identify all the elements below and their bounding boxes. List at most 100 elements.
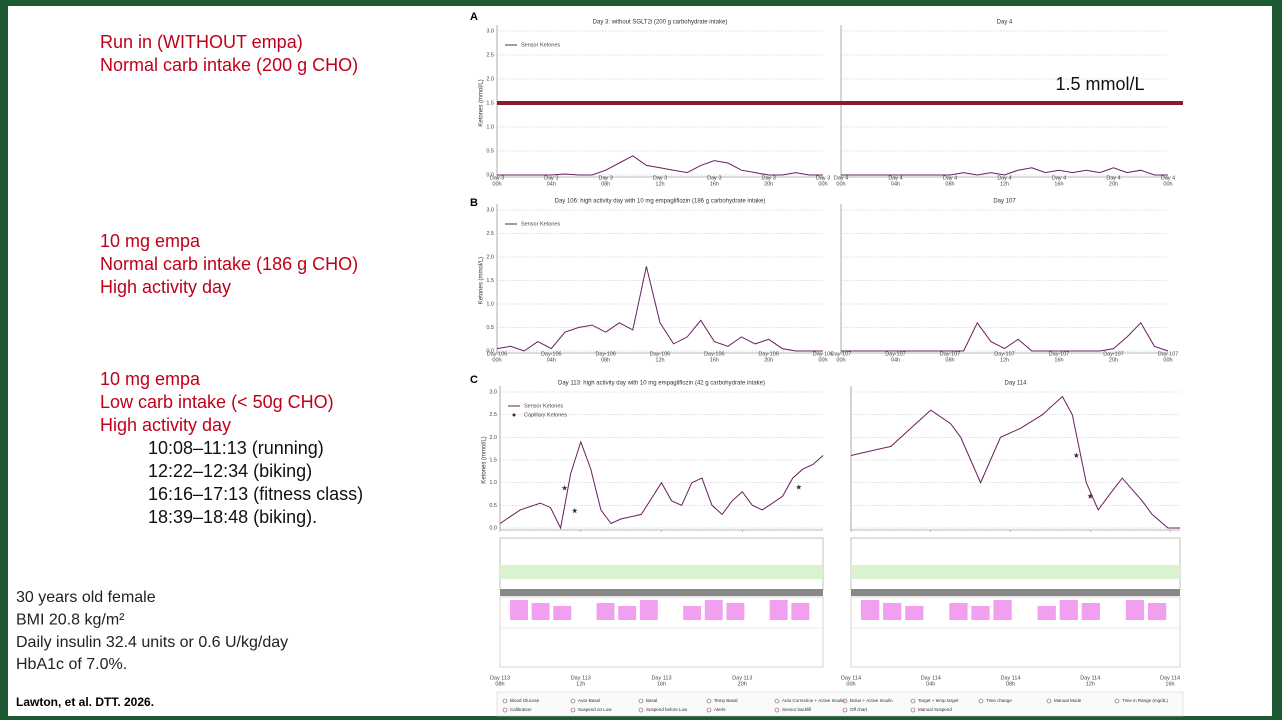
y-tick-label: 2.5: [489, 412, 497, 418]
x-tick-label: Day 106: [813, 351, 834, 357]
insulin-block: [683, 606, 702, 620]
slide-background: [8, 6, 1272, 716]
insulin-block: [883, 603, 902, 620]
insulin-block: [596, 603, 615, 620]
y-tick-label: 0.5: [486, 325, 494, 331]
insulin-block: [769, 600, 788, 620]
legend-text: Sensor backfill: [782, 707, 811, 712]
insulin-block: [553, 606, 572, 620]
patient-text: Daily insulin 32.4 units or 0.6 U/kg/day: [16, 634, 288, 651]
legend-icon: [1114, 698, 1120, 704]
legend-text: Target + temp target: [918, 698, 959, 703]
legend-text: Basal: [646, 698, 657, 703]
condition-text: Low carb intake (< 50g CHO): [100, 392, 334, 412]
legend-marker: [512, 413, 516, 417]
y-tick-label: 0.0: [486, 172, 494, 178]
insulin-block: [1081, 603, 1100, 620]
x-tick-label: 16h: [710, 357, 719, 363]
legend-label: Sensor Ketones: [521, 221, 560, 227]
x-tick-label: 00h: [1163, 181, 1172, 187]
x-tick-label: Day 3: [653, 175, 667, 181]
x-tick-label: Day 113: [651, 675, 671, 681]
threshold-label: 1.5 mmol/L: [1055, 74, 1144, 94]
x-tick-label: 16h: [710, 181, 719, 187]
x-tick-label: Day 113: [571, 675, 591, 681]
time-strip: [851, 589, 1180, 596]
insulin-block: [726, 603, 745, 620]
y-tick-label: 2.5: [486, 231, 494, 237]
insulin-block: [704, 600, 723, 620]
x-tick-label: Day 3: [816, 175, 830, 181]
y-tick-label: 2.0: [486, 254, 494, 260]
ketone-line: [499, 440, 824, 530]
y-tick-label: 1.0: [486, 124, 494, 130]
legend-text: Suspend before Low: [646, 707, 688, 712]
legend-text: Calibration: [510, 707, 532, 712]
x-tick-label: Day 114: [841, 675, 861, 681]
legend-icon: [502, 707, 508, 713]
x-tick-label: 00h: [836, 357, 845, 363]
x-tick-label: 16h: [1165, 681, 1174, 687]
x-tick-label: Day 3: [598, 175, 612, 181]
legend-text: Blood Glucose: [510, 698, 540, 703]
x-tick-label: Day 107: [831, 351, 852, 357]
insulin-block: [1125, 600, 1145, 620]
y-axis-label: Ketones (mmol/L): [479, 79, 485, 126]
insulin-block: [861, 600, 880, 620]
legend-text: Time in Range (mg/dL): [1122, 698, 1168, 703]
y-tick-label: 0.0: [486, 348, 494, 354]
insulin-block: [971, 606, 990, 620]
condition-text: Run in (WITHOUT empa): [100, 32, 303, 52]
capillary-point: [561, 485, 568, 491]
y-tick-label: 1.0: [489, 480, 497, 486]
legend-icon: [502, 698, 508, 704]
legend-text: Manual Suspend: [918, 707, 952, 712]
patient-text: 30 years old female: [16, 589, 156, 606]
x-tick-label: 12h: [576, 681, 585, 687]
x-tick-label: 00h: [846, 681, 855, 687]
legend-icon: [774, 707, 780, 713]
x-tick-label: 04h: [891, 181, 900, 187]
x-tick-label: 00h: [492, 357, 501, 363]
x-tick-label: Day 107: [885, 351, 906, 357]
legend-icon: [638, 707, 644, 713]
chart-title: Day 106: high activity day with 10 mg em…: [555, 199, 766, 205]
ketone-line: [841, 167, 1168, 176]
legend-icon: [706, 698, 712, 704]
x-tick-label: Day 107: [994, 351, 1015, 357]
y-tick-label: 3.0: [486, 28, 494, 34]
x-tick-label: 08h: [601, 357, 610, 363]
insulin-panel: [499, 596, 824, 668]
x-tick-label: 12h: [1000, 181, 1009, 187]
x-tick-label: Day 4: [1106, 175, 1120, 181]
insulin-block: [1059, 600, 1078, 620]
x-tick-label: 20h: [1109, 357, 1118, 363]
x-tick-label: Day 114: [1160, 675, 1180, 681]
y-tick-label: 0.0: [489, 525, 497, 531]
x-tick-label: Day 106: [650, 351, 671, 357]
panel-label: C: [470, 374, 478, 386]
x-tick-label: Day 106: [758, 351, 779, 357]
citation: Lawton, et al. DTT. 2026.: [16, 695, 154, 709]
x-tick-label: 00h: [836, 181, 845, 187]
x-tick-label: Day 3: [707, 175, 721, 181]
legend-icon: [910, 698, 916, 704]
ketone-line: [850, 395, 1180, 529]
x-tick-label: 04h: [547, 357, 556, 363]
x-tick-label: 16h: [1054, 181, 1063, 187]
x-tick-label: Day 106: [704, 351, 725, 357]
legend-text: Auto-Basal: [578, 698, 600, 703]
patient-text: BMI 20.8 kg/m²: [16, 612, 125, 629]
insulin-block: [993, 600, 1012, 620]
time-strip: [500, 589, 823, 596]
legend-icon: [842, 707, 848, 713]
ketone-line: [496, 266, 823, 352]
ketone-line: [497, 155, 823, 176]
x-tick-label: 16h: [657, 681, 666, 687]
x-tick-label: Day 114: [921, 675, 941, 681]
x-tick-label: Day 107: [1103, 351, 1124, 357]
insulin-block: [949, 603, 968, 620]
x-tick-label: 00h: [492, 181, 501, 187]
panel-label: A: [470, 11, 478, 23]
y-tick-label: 2.0: [489, 435, 497, 441]
